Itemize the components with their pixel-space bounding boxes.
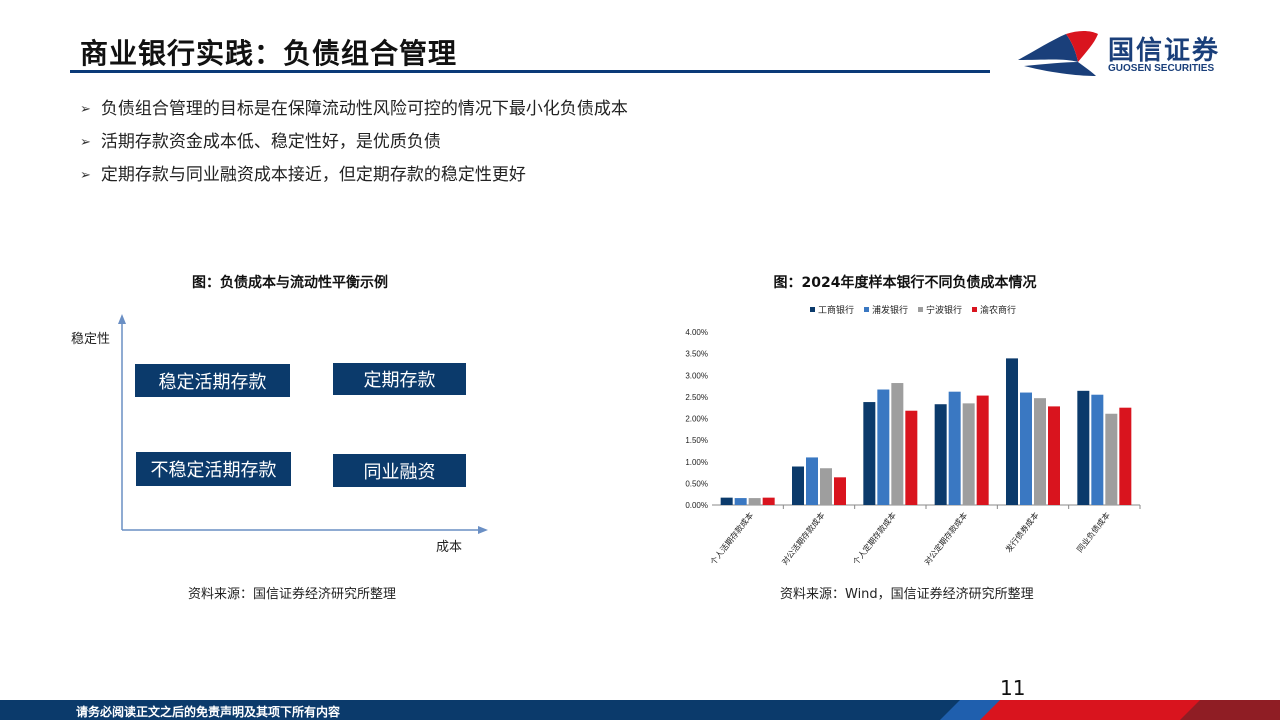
legend-item: 宁波银行 — [918, 303, 962, 316]
x-category-label: 同业负债成本 — [1074, 510, 1111, 554]
y-tick-label: 4.00% — [685, 328, 708, 337]
y-tick-label: 3.00% — [685, 371, 708, 380]
legend-item: 渝农商行 — [972, 303, 1016, 316]
bar — [762, 497, 775, 505]
legend-swatch — [864, 307, 870, 312]
bullet-list: ➢ 负债组合管理的目标是在保障流动性风险可控的情况下最小化负债成本 ➢ 活期存款资金… — [80, 93, 628, 192]
chart-legend: 工商银行 浦发银行 宁波银行 渝农商行 — [810, 303, 1016, 316]
bar — [1119, 407, 1132, 505]
y-tick-label: 1.50% — [685, 436, 708, 445]
bar — [1034, 398, 1046, 505]
bar — [1105, 413, 1118, 505]
page-number: 11 — [1000, 676, 1026, 700]
page-title: 商业银行实践：负债组合管理 — [80, 37, 458, 70]
logo-text-cn: 国信证券 — [1108, 36, 1221, 66]
bullet-item: ➢ 活期存款资金成本低、稳定性好，是优质负债 — [80, 126, 628, 159]
legend-item: 浦发银行 — [864, 303, 908, 316]
y-tick-label: 0.00% — [685, 501, 708, 510]
box-stable-demand-deposit: 稳定活期存款 — [135, 364, 290, 397]
y-tick-label: 0.50% — [685, 479, 708, 488]
box-unstable-demand-deposit: 不稳定活期存款 — [136, 452, 291, 486]
bar — [1020, 392, 1032, 505]
bar — [1091, 394, 1104, 505]
x-category-label: 发行债券成本 — [1003, 510, 1040, 554]
bar — [734, 498, 747, 505]
x-category-label: 对公定期存款成本 — [922, 510, 969, 567]
legend-item: 工商银行 — [810, 303, 854, 316]
guosen-logo-icon — [1018, 31, 1098, 76]
bar — [891, 383, 904, 505]
x-category-label: 个人定期存款成本 — [851, 510, 898, 567]
bar-chart: 4.00% 3.50% 3.00% 2.50% 2.00% 1.50% 1.00% 0.50%… — [685, 328, 1141, 567]
footer-bar — [0, 700, 1280, 720]
bar — [1048, 406, 1060, 505]
right-figure-source: 资料来源：Wind，国信证券经济研究所整理 — [780, 587, 1034, 602]
bar — [877, 389, 890, 505]
footer-disclaimer: 请务必阅读正文之后的免责声明及其项下所有内容 — [76, 705, 341, 719]
left-figure-source: 资料来源：国信证券经济研究所整理 — [188, 587, 397, 602]
arrow-bullet-icon: ➢ — [80, 135, 91, 150]
bar — [720, 497, 733, 505]
bar — [962, 403, 975, 505]
bar — [976, 395, 989, 505]
box-interbank-funding: 同业融资 — [333, 454, 466, 487]
bullet-item: ➢ 定期存款与同业融资成本接近，但定期存款的稳定性更好 — [80, 159, 628, 192]
bar — [934, 404, 947, 505]
y-tick-label: 2.50% — [685, 393, 708, 402]
bar — [792, 466, 804, 505]
legend-swatch — [972, 307, 978, 312]
bar — [948, 391, 961, 505]
title-divider — [70, 70, 990, 73]
x-category-label: 对公活期存款成本 — [779, 510, 826, 567]
y-tick-label: 1.00% — [685, 458, 708, 467]
bar — [1077, 390, 1090, 505]
logo-text-en: GUOSEN SECURITIES — [1108, 63, 1215, 74]
bar — [820, 468, 832, 505]
x-axis-label: 成本 — [436, 540, 463, 555]
balance-axes — [118, 314, 488, 534]
bullet-item: ➢ 负债组合管理的目标是在保障流动性风险可控的情况下最小化负债成本 — [80, 93, 628, 126]
legend-swatch — [918, 307, 924, 312]
legend-swatch — [810, 307, 815, 312]
box-time-deposit: 定期存款 — [333, 363, 466, 395]
y-tick-label: 2.00% — [685, 415, 708, 424]
left-figure-caption: 图：负债成本与流动性平衡示例 — [192, 275, 388, 291]
arrow-bullet-icon: ➢ — [80, 102, 91, 117]
bar — [905, 410, 918, 505]
bar — [806, 457, 818, 505]
y-axis-label: 稳定性 — [71, 332, 111, 347]
y-tick-label: 3.50% — [685, 350, 708, 359]
x-category-label: 个人活期存款成本 — [708, 510, 755, 567]
right-figure-caption: 图：2024年度样本银行不同负债成本情况 — [773, 275, 1037, 291]
arrow-bullet-icon: ➢ — [80, 168, 91, 183]
bar — [748, 498, 761, 505]
bar — [863, 402, 876, 505]
bar — [1006, 358, 1018, 505]
bar — [834, 477, 846, 505]
